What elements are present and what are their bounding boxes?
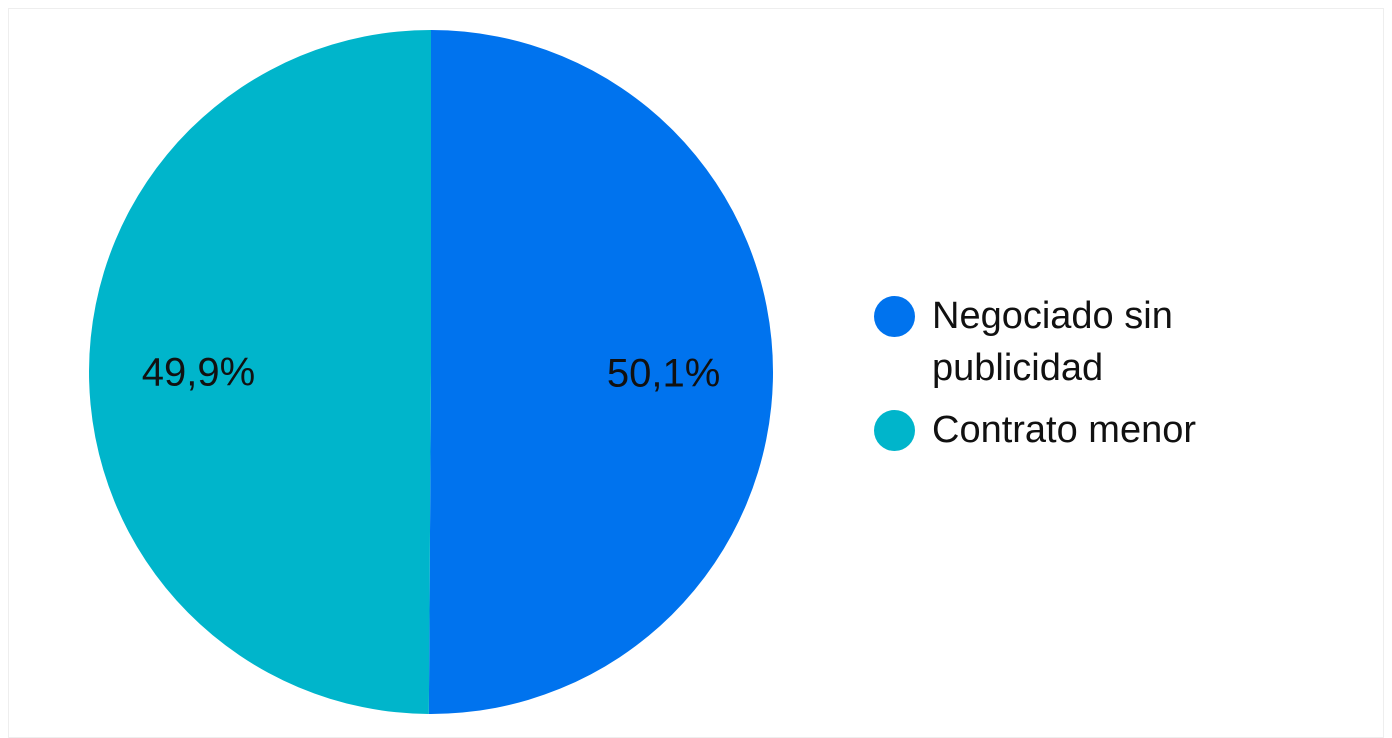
slice-label-contrato: 49,9%	[142, 350, 255, 394]
legend-label-negociado: Negociado sin publicidad	[932, 295, 1173, 389]
slice-contrato[interactable]	[89, 30, 431, 714]
pie-slices	[89, 30, 774, 714]
pie-labels: 50,1% 49,9%	[142, 350, 721, 395]
legend-swatch-negociado	[874, 296, 915, 337]
slice-label-negociado: 50,1%	[607, 352, 720, 396]
legend-label-contrato: Contrato menor	[932, 409, 1197, 451]
chart-legend: Negociado sin publicidad Contrato menor	[874, 290, 1294, 466]
legend-item-contrato[interactable]: Contrato menor	[874, 404, 1294, 456]
legend-swatch-contrato	[874, 410, 915, 451]
slice-negociado[interactable]	[428, 30, 774, 714]
legend-item-negociado[interactable]: Negociado sin publicidad	[874, 290, 1294, 394]
